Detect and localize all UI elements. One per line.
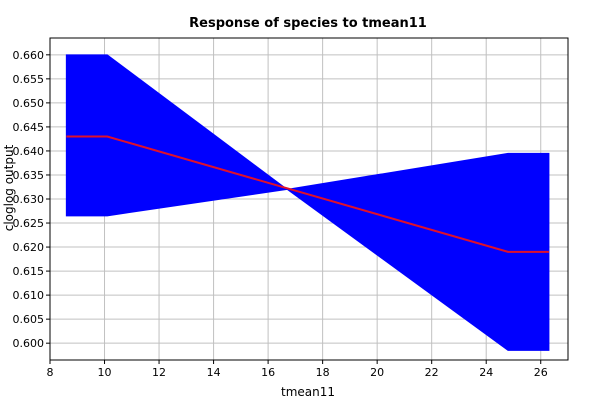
axis-ticks: 8 10 12 14 16 18 20 22 24 26 0.600 0.605 0.610 0.615 0… — [13, 49, 548, 379]
x-tick-label: 24 — [479, 366, 493, 379]
x-tick-label: 16 — [261, 366, 275, 379]
y-tick-label: 0.630 — [13, 193, 45, 206]
y-tick-label: 0.625 — [13, 217, 45, 230]
x-tick-label: 12 — [152, 366, 166, 379]
y-tick-label: 0.610 — [13, 289, 45, 302]
confidence-band — [65, 54, 550, 351]
chart-title: Response of species to tmean11 — [189, 16, 427, 31]
response-line — [66, 135, 549, 253]
y-tick-label: 0.660 — [13, 49, 45, 62]
x-tick-label: 26 — [534, 366, 548, 379]
y-tick-label: 0.620 — [13, 241, 45, 254]
x-tick-label: 8 — [47, 366, 54, 379]
x-axis-label: tmean11 — [281, 385, 335, 399]
x-tick-label: 18 — [316, 366, 330, 379]
y-axis-label: cloglog output — [2, 144, 16, 231]
y-tick-label: 0.645 — [13, 121, 45, 134]
y-tick-label: 0.650 — [13, 97, 45, 110]
y-tick-label: 0.640 — [13, 145, 45, 158]
y-tick-label: 0.605 — [13, 313, 45, 326]
x-tick-label: 14 — [207, 366, 221, 379]
x-tick-label: 20 — [370, 366, 384, 379]
x-tick-label: 10 — [98, 366, 112, 379]
y-tick-label: 0.655 — [13, 73, 45, 86]
y-tick-label: 0.600 — [13, 337, 45, 350]
y-tick-label: 0.635 — [13, 169, 45, 182]
y-tick-label: 0.615 — [13, 265, 45, 278]
plot-data — [65, 54, 550, 351]
x-tick-label: 22 — [425, 366, 439, 379]
